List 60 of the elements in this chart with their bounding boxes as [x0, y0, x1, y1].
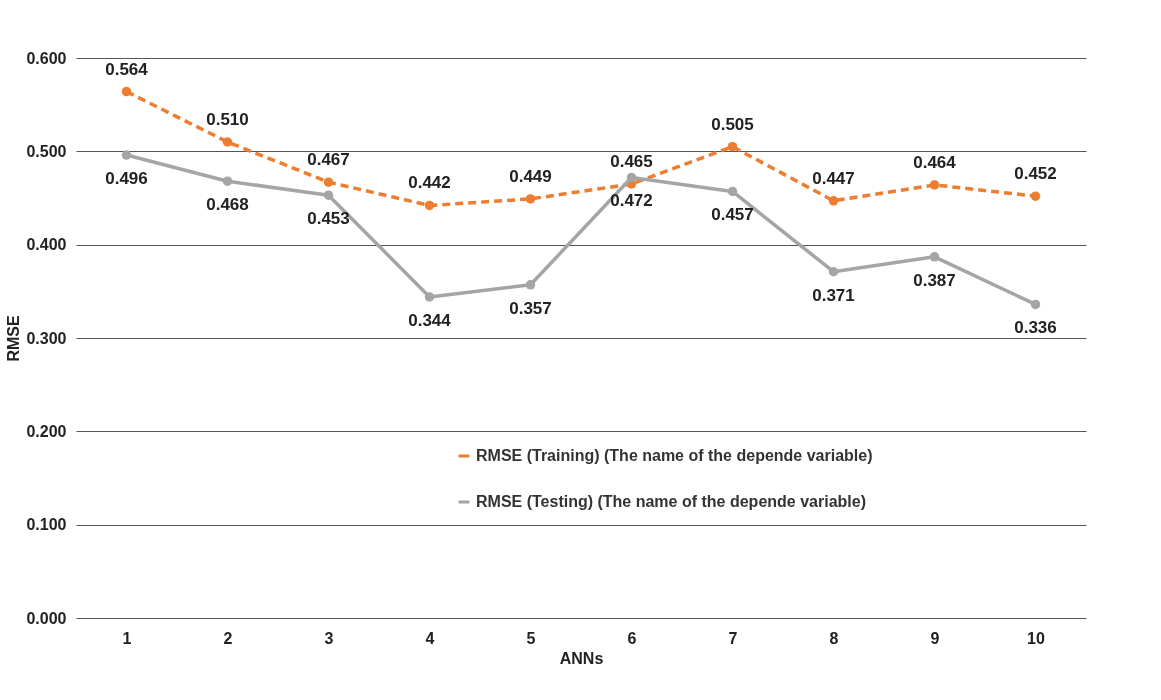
- point: [727, 186, 738, 197]
- point: [1030, 191, 1041, 201]
- y-tick-label: 0.300: [26, 329, 67, 347]
- legend-label: RMSE (Training) (The name of the depende variable): [476, 447, 873, 464]
- point: [828, 196, 839, 206]
- data-label: 0.344: [408, 310, 452, 330]
- data-label: 0.472: [610, 191, 653, 211]
- legend-label: RMSE (Testing) (The name of the depende variable): [476, 493, 866, 510]
- y-tick-label: 0.400: [26, 236, 67, 254]
- point: [828, 267, 839, 277]
- x-tick-label: 8: [829, 629, 839, 647]
- point: [323, 190, 334, 200]
- point: [424, 292, 435, 302]
- data-label: 0.510: [206, 110, 249, 129]
- data-label: 0.464: [913, 152, 957, 172]
- point: [929, 180, 940, 190]
- point: [424, 200, 435, 211]
- x-tick-label: 4: [425, 629, 435, 647]
- point: [222, 137, 233, 147]
- data-label: 0.336: [1014, 318, 1057, 338]
- data-label: 0.452: [1014, 164, 1057, 184]
- x-tick-label: 2: [223, 629, 233, 647]
- x-tick-label: 9: [930, 629, 940, 647]
- point: [525, 280, 536, 290]
- data-label: 0.387: [913, 270, 956, 290]
- point: [323, 177, 334, 187]
- point: [121, 150, 132, 160]
- x-tick-label: 1: [122, 629, 132, 647]
- data-label: 0.564: [105, 59, 149, 79]
- data-label: 0.457: [711, 205, 754, 225]
- data-label: 0.468: [206, 195, 249, 215]
- data-label: 0.467: [307, 150, 350, 170]
- x-tick-label: 6: [627, 629, 637, 647]
- x-tick-label: 10: [1027, 629, 1045, 647]
- point: [121, 86, 132, 97]
- data-label: 0.465: [610, 152, 653, 171]
- data-label: 0.447: [812, 168, 855, 188]
- x-tick-label: 3: [324, 629, 334, 647]
- x-tick-label: 5: [526, 629, 536, 647]
- y-tick-label: 0.500: [26, 142, 67, 160]
- point: [525, 194, 536, 204]
- data-label: 0.505: [711, 114, 754, 134]
- y-tick-label: 0.200: [26, 422, 67, 440]
- y-tick-label: 0.100: [26, 516, 67, 534]
- x-axis-title: ANNs: [559, 649, 604, 667]
- point: [727, 141, 738, 152]
- data-label: 0.357: [509, 298, 552, 318]
- point: [929, 252, 940, 262]
- y-axis-title: RMSE: [5, 315, 23, 362]
- point: [222, 176, 233, 186]
- y-tick-label: 0.600: [26, 49, 67, 67]
- data-label: 0.453: [307, 209, 350, 229]
- point: [626, 172, 637, 183]
- point: [1030, 299, 1041, 310]
- data-label: 0.496: [105, 169, 148, 189]
- x-tick-label: 7: [728, 629, 738, 647]
- data-label: 0.449: [509, 166, 552, 186]
- data-label: 0.371: [812, 285, 855, 305]
- y-tick-label: 0.000: [26, 609, 67, 627]
- data-label: 0.442: [408, 173, 451, 193]
